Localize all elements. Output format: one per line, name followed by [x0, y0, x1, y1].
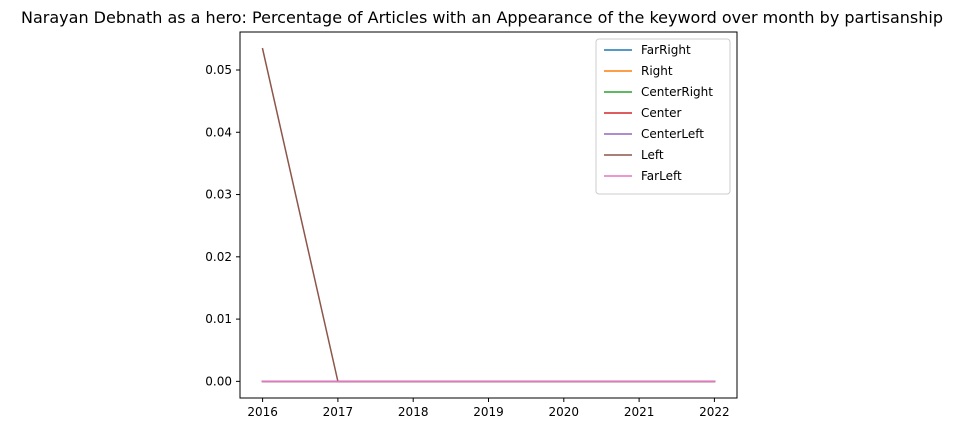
legend-label: Right	[641, 64, 673, 78]
legend-label: CenterLeft	[641, 127, 704, 141]
y-tick-label: 0.00	[205, 374, 232, 388]
axis-ticks: 2016 2017 2018 2019 2020 2021 2022 0.00 0.01 0.02…	[205, 63, 729, 419]
y-tick-label: 0.02	[205, 250, 232, 264]
y-tick-label: 0.05	[205, 63, 232, 77]
legend-label: CenterRight	[641, 85, 713, 99]
legend-label: Left	[641, 148, 664, 162]
legend-label: FarRight	[641, 43, 691, 57]
chart-title: Narayan Debnath as a hero: Percentage of…	[21, 8, 943, 27]
x-tick-label: 2020	[549, 405, 580, 419]
legend-label: FarLeft	[641, 169, 682, 183]
series-lines	[261, 47, 716, 383]
x-tick-label: 2018	[398, 405, 429, 419]
legend-label: Center	[641, 106, 681, 120]
legend: FarRight Right CenterRight Center CenterLeft…	[595, 38, 731, 195]
y-tick-label: 0.01	[205, 312, 232, 326]
x-tick-label: 2022	[699, 405, 730, 419]
x-tick-label: 2019	[473, 405, 504, 419]
y-tick-label: 0.04	[205, 125, 232, 139]
x-tick-label: 2017	[323, 405, 354, 419]
x-tick-label: 2016	[247, 405, 278, 419]
y-tick-label: 0.03	[205, 188, 232, 202]
x-tick-label: 2021	[624, 405, 655, 419]
